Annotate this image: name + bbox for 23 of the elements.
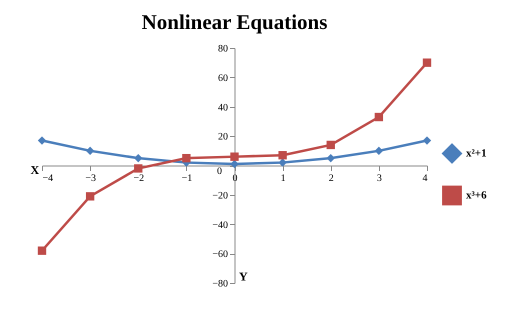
y-tick-label: 60 xyxy=(218,72,228,84)
x-tick-label: −3 xyxy=(85,173,96,184)
y-tick-label: 80 xyxy=(218,44,228,54)
x-tick-label: 3 xyxy=(376,173,382,184)
legend-label: x³+6 xyxy=(466,190,488,202)
x-tick-label: −2 xyxy=(133,173,144,184)
y-tick-label: 40 xyxy=(218,102,228,114)
y-tick-label: −60 xyxy=(212,249,228,260)
y-tick-label: −80 xyxy=(212,278,228,290)
x-tick-label: 4 xyxy=(422,173,428,184)
x-tick-label: −4 xyxy=(42,173,54,184)
x-axis-title: X xyxy=(30,163,40,177)
x-tick-label: −1 xyxy=(182,173,192,184)
chart-title: Nonlinear Equations xyxy=(142,10,328,34)
y-tick-label: −20 xyxy=(212,190,228,202)
x-tick-label: 1 xyxy=(280,173,286,184)
legend-label: x²+1 xyxy=(466,148,487,160)
x-tick-label: 2 xyxy=(328,173,334,184)
y-tick-label: 20 xyxy=(218,132,228,143)
y-tick-label: −40 xyxy=(212,220,228,231)
y-axis-title: Y xyxy=(239,270,248,284)
point xyxy=(134,164,142,173)
y-tick-label: 0 xyxy=(217,166,222,177)
